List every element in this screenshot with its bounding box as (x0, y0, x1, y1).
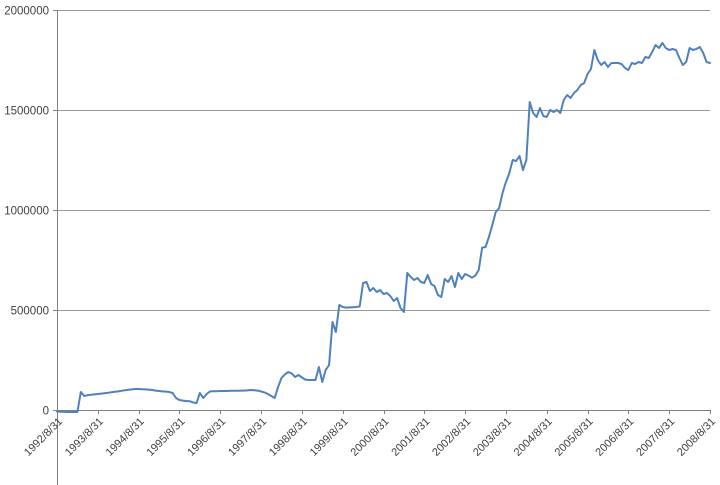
y-axis-tick-label: 2000000 (4, 6, 49, 18)
x-axis-tick-label: 2004/8/31 (512, 416, 555, 459)
x-axis-tick-label: 2000/8/31 (349, 416, 392, 459)
y-axis-tick-label: 1000000 (4, 206, 49, 218)
x-axis-tick-label: 2003/8/31 (471, 416, 514, 459)
x-axis-tick-label: 1994/8/31 (104, 416, 147, 459)
x-axis-tick-label: 1997/8/31 (226, 416, 269, 459)
x-axis-tick-label: 2002/8/31 (430, 416, 473, 459)
x-axis-tick-label: 1992/8/31 (22, 416, 65, 459)
y-axis-tick-label: 500000 (11, 306, 49, 318)
x-axis-tick-label: 1996/8/31 (185, 416, 228, 459)
x-axis-tick-label: 1995/8/31 (144, 416, 187, 459)
x-axis-tick-label: 1999/8/31 (308, 416, 351, 459)
y-axis-tick-label: 0 (43, 406, 49, 418)
x-axis-tick-label: 1993/8/31 (63, 416, 106, 459)
x-axis-tick-label: 2007/8/31 (634, 416, 677, 459)
gridlines: 0 500000 1000000 1500000 2000000 (4, 6, 710, 418)
x-axis-tick-label: 2001/8/31 (389, 416, 432, 459)
data-series-line (56, 42, 711, 413)
x-axis-tick-label: 2006/8/31 (593, 416, 636, 459)
y-axis-tick-label: 1500000 (4, 106, 49, 118)
x-axis-tick-label: 2008/8/31 (675, 416, 718, 459)
axes (57, 10, 711, 485)
x-axis-labels: 1992/8/311993/8/311994/8/311995/8/311996… (22, 416, 718, 459)
x-axis-tick-label: 1998/8/31 (267, 416, 310, 459)
x-axis-tick-label: 2005/8/31 (553, 416, 596, 459)
